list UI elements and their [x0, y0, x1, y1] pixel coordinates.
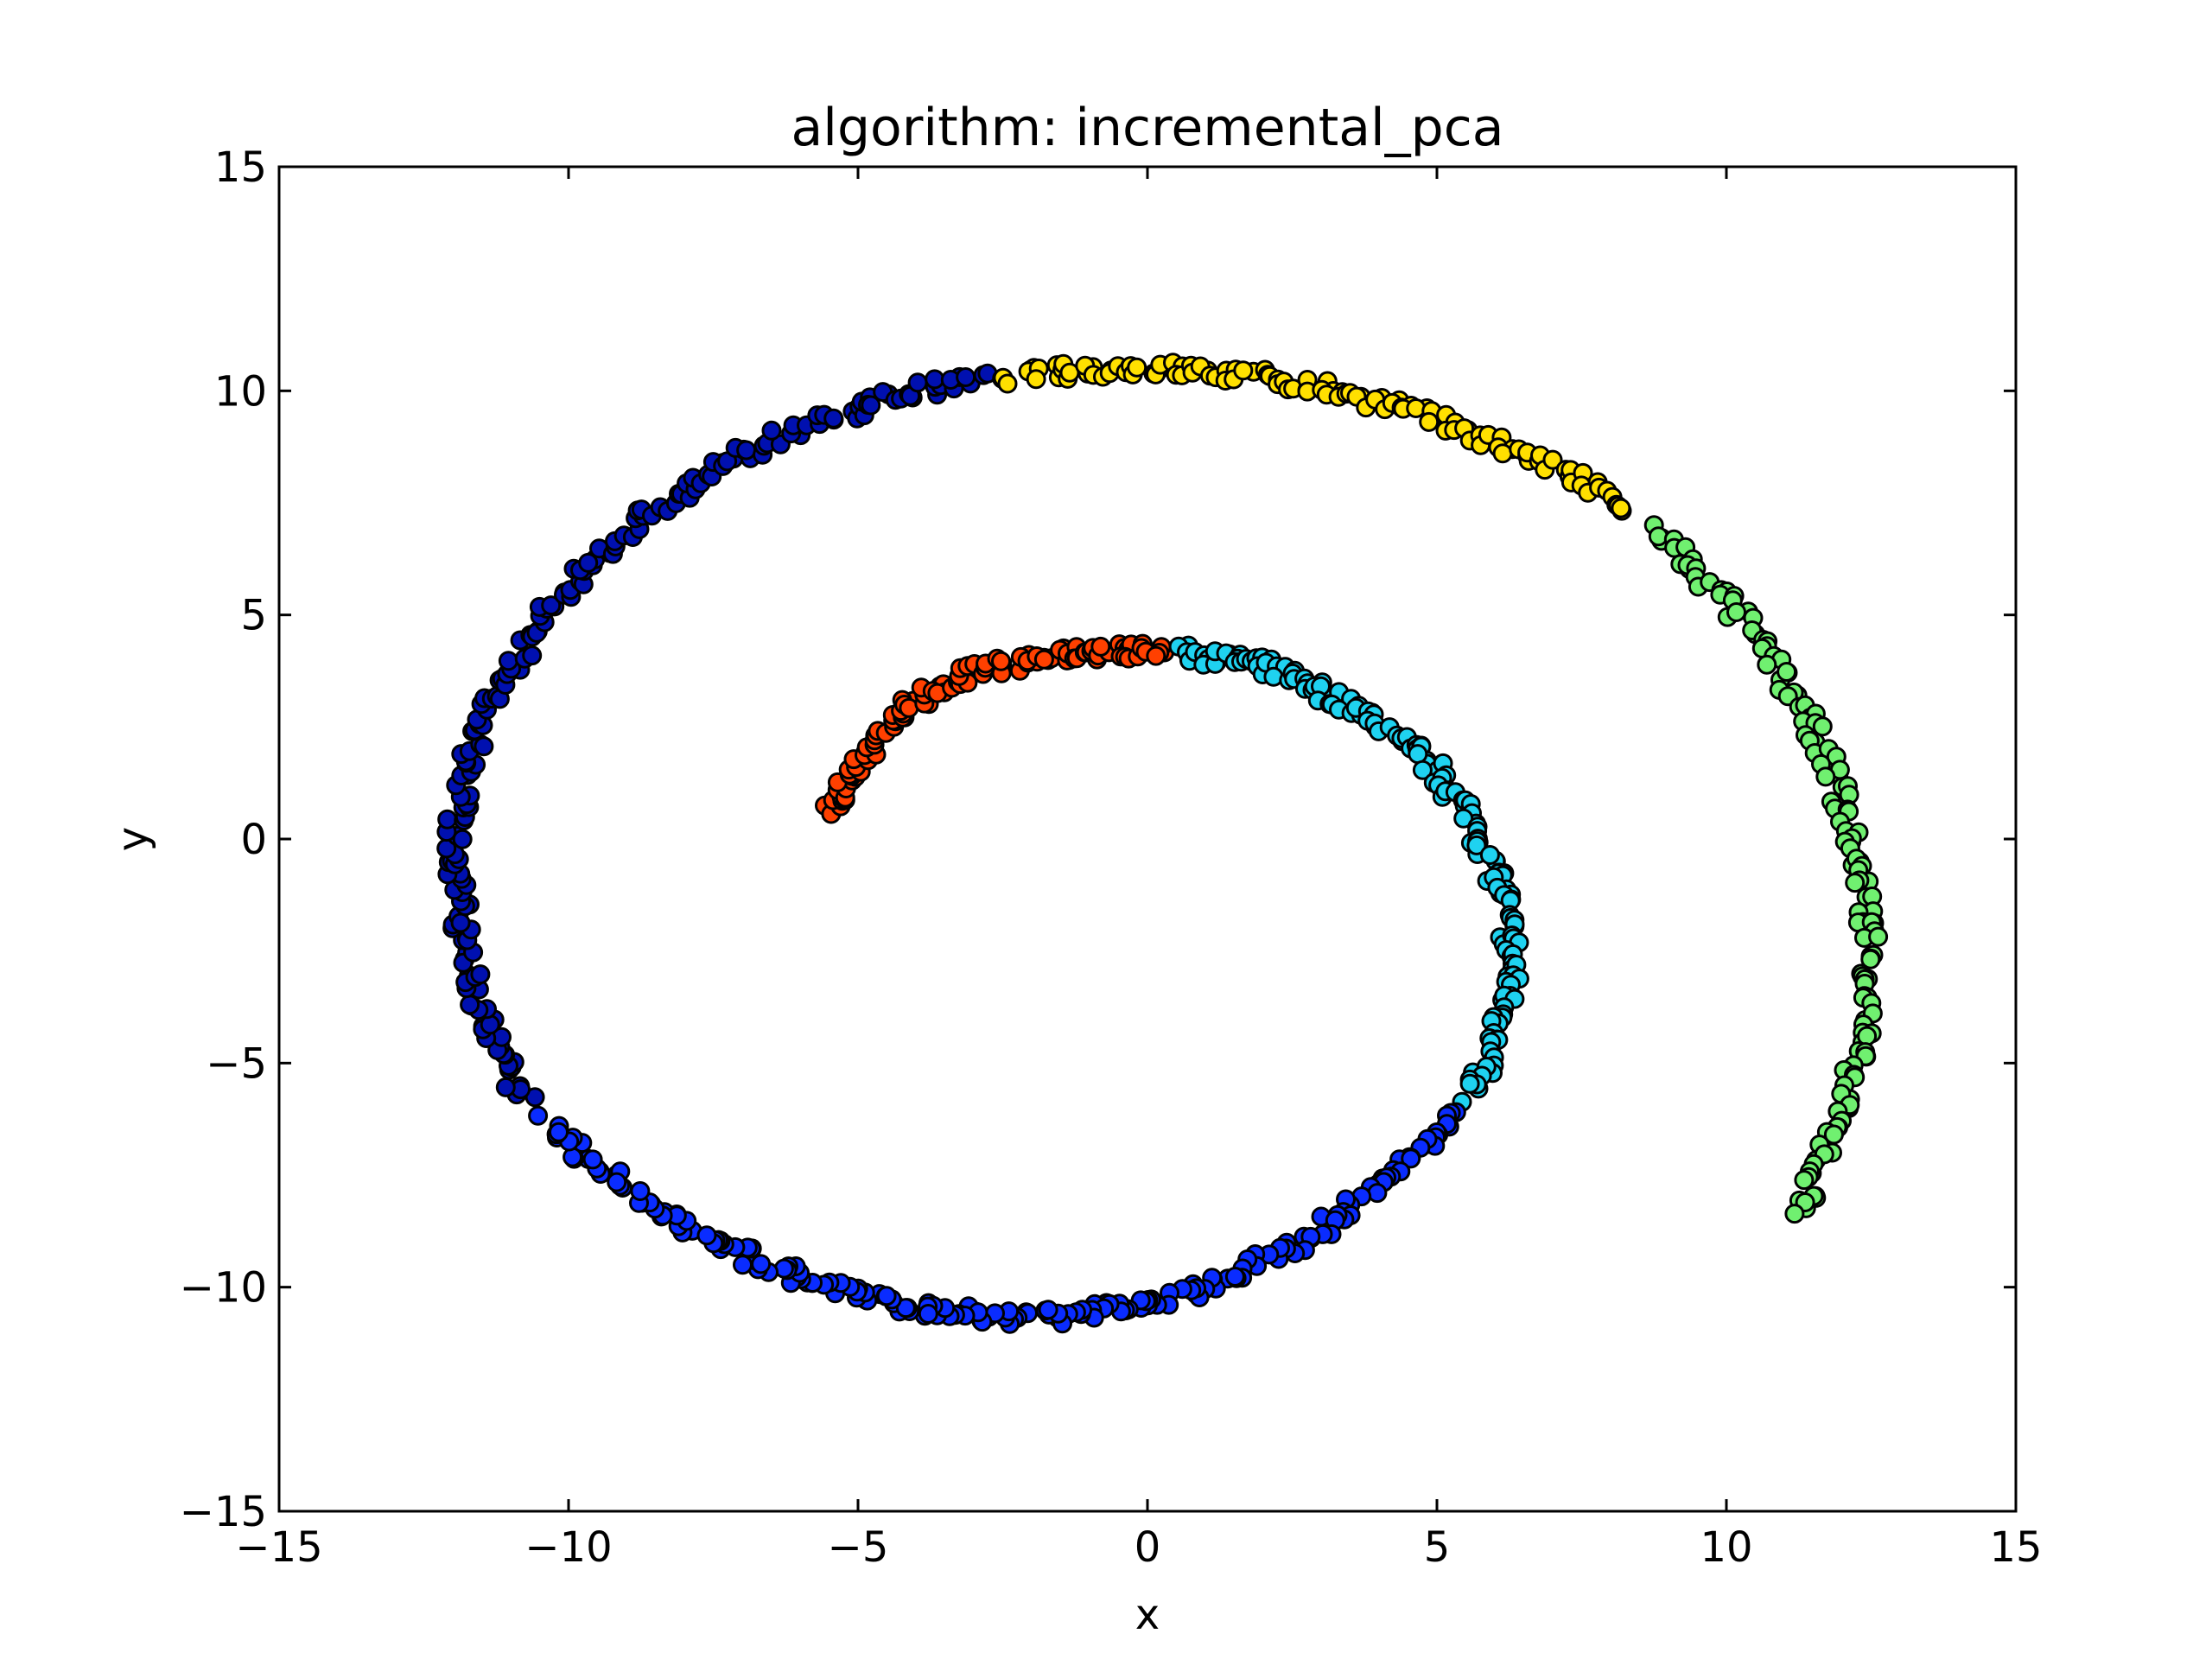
y-tick-label: 15: [214, 143, 267, 192]
scatter-point: [1127, 357, 1147, 378]
scatter-point: [751, 1254, 772, 1274]
scatter-point: [1401, 1148, 1421, 1169]
scatter-point: [474, 736, 494, 757]
y-tick-label: 0: [240, 816, 267, 864]
scatter-point: [991, 651, 1011, 671]
scatter-point: [918, 1304, 938, 1324]
scatter-point: [452, 829, 473, 849]
scatter-point: [578, 552, 599, 573]
scatter-point: [925, 369, 945, 390]
scatter-point: [907, 372, 928, 393]
scatter-point: [1419, 411, 1440, 432]
scatter-point: [1466, 835, 1487, 855]
scatter-point: [1479, 845, 1500, 865]
scatter-point: [1033, 649, 1054, 670]
scatter-point: [736, 440, 757, 461]
scatter-point: [1367, 1183, 1388, 1204]
scatter-point: [1038, 1300, 1058, 1320]
axis-ticks: −15 −10 −5 0 5 10 15 −15 −10 −5 0 5 10 15: [180, 143, 2043, 1572]
scatter-point: [997, 373, 1018, 394]
x-tick-label: −10: [524, 1523, 612, 1572]
scatter-point: [1459, 1073, 1480, 1094]
scatter-point: [1648, 526, 1669, 547]
scatter-point: [761, 420, 782, 441]
x-tick-label: −5: [828, 1523, 889, 1572]
scatter-point: [1224, 1267, 1245, 1287]
scatter-point: [582, 1149, 603, 1170]
scatter-point: [876, 1286, 897, 1306]
x-tick-label: 10: [1700, 1523, 1752, 1572]
scatter-point: [1542, 449, 1563, 470]
y-tick-label: −10: [180, 1264, 267, 1313]
scatter-point: [1784, 1204, 1805, 1224]
scatter-point: [1777, 662, 1797, 682]
scatter-point: [1090, 636, 1111, 657]
scatter-point: [630, 1181, 651, 1201]
scatter-point: [528, 1105, 549, 1126]
scatter-point: [1726, 602, 1746, 622]
scatter-point: [1611, 498, 1631, 518]
scatter-point: [450, 912, 471, 933]
x-axis-label: x: [1135, 1591, 1160, 1639]
x-tick-label: 0: [1135, 1523, 1161, 1572]
scatter-point: [541, 595, 562, 616]
x-tick-label: 5: [1424, 1523, 1451, 1572]
x-tick-label: −15: [235, 1523, 322, 1572]
scatter-point: [1845, 873, 1866, 893]
scatter-point: [1757, 654, 1777, 675]
scatter-point: [437, 809, 458, 830]
scatter-point: [470, 964, 491, 985]
scatter-point: [1815, 766, 1836, 787]
y-axis-label: y: [109, 827, 157, 851]
scatter-point: [549, 1122, 569, 1142]
scatter-point: [956, 367, 976, 387]
scatter-point: [522, 645, 543, 666]
scatter-point: [1860, 949, 1881, 969]
scatter-point: [696, 1225, 717, 1246]
scatter-points: [436, 353, 1889, 1334]
scatter-point: [1406, 398, 1427, 418]
scatter-point: [861, 395, 881, 416]
scatter-point: [1812, 716, 1833, 737]
scatter-point: [495, 1077, 516, 1097]
scatter-point: [823, 408, 844, 429]
x-tick-label: 15: [1989, 1523, 2042, 1572]
scatter-point: [1794, 1170, 1815, 1191]
y-tick-label: 10: [214, 367, 267, 416]
scatter-point: [607, 1172, 627, 1192]
scatter-point: [733, 1255, 753, 1275]
y-tick-label: 5: [240, 592, 267, 640]
y-tick-label: −5: [206, 1039, 267, 1088]
chart-title: algorithm: incremental_pca: [791, 98, 1504, 158]
scatter-point: [498, 651, 518, 671]
scatter-point: [1146, 645, 1166, 666]
y-tick-label: −15: [180, 1488, 267, 1536]
scatter-point: [1412, 760, 1433, 780]
scatter-point: [1026, 369, 1046, 390]
scatter-point: [1492, 443, 1513, 464]
scatter-point: [1233, 360, 1254, 381]
scatter-point: [1408, 744, 1428, 765]
scatter-point: [1868, 926, 1889, 947]
